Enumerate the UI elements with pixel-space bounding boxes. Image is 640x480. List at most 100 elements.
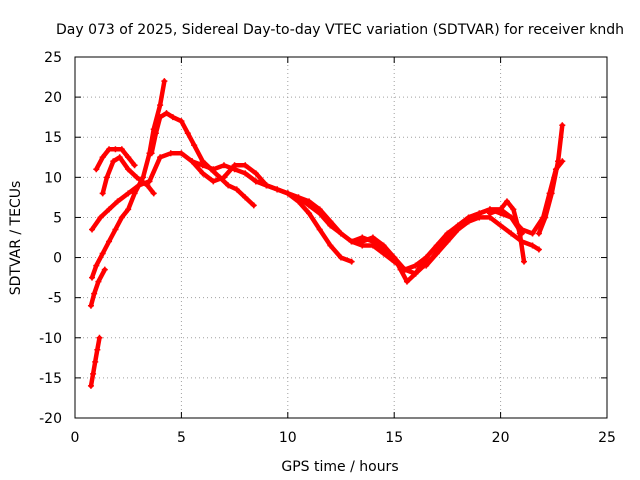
data-point-marker [131, 162, 138, 169]
y-tick-label: 15 [44, 130, 62, 146]
data-point-marker [403, 278, 410, 285]
series-arc-8 [189, 158, 270, 189]
data-point-marker [133, 174, 140, 181]
x-tick-label: 0 [71, 430, 80, 446]
data-point-marker [316, 226, 323, 233]
data-point-marker [535, 246, 542, 253]
data-point-marker [148, 150, 155, 157]
data-point-marker [397, 266, 404, 273]
data-point-marker [163, 110, 170, 117]
series-arc-9 [252, 178, 355, 265]
data-point-marker [157, 154, 164, 161]
data-point-marker [189, 158, 196, 165]
data-point-marker [465, 218, 472, 225]
data-point-marker [101, 266, 108, 273]
x-tick-label: 20 [492, 430, 510, 446]
data-point-marker [199, 170, 206, 177]
series-arc-12 [423, 214, 542, 269]
data-point-marker [242, 162, 249, 169]
series-line-arc-9 [253, 179, 354, 264]
data-point-marker [106, 146, 113, 153]
data-point-marker [125, 166, 132, 173]
series-arc-14 [535, 122, 566, 237]
y-tick-label: -15 [39, 371, 62, 387]
data-point-marker [110, 158, 117, 165]
data-point-marker [208, 166, 215, 173]
data-point-marker [220, 162, 227, 169]
y-tick-label: 0 [53, 251, 62, 267]
data-point-marker [391, 254, 398, 261]
y-tick-labels: -20 -15 -10 -5 0 5 10 15 20 25 [39, 50, 62, 427]
data-point-marker [146, 178, 153, 185]
data-point-marker [125, 154, 132, 161]
data-point-marker [359, 234, 366, 241]
data-point-marker [433, 250, 440, 257]
series-arc-6 [99, 154, 157, 197]
data-point-marker [548, 190, 555, 197]
data-point-marker [233, 186, 240, 193]
series-layer [87, 78, 566, 389]
data-point-marker [178, 118, 185, 125]
y-tick-label: -10 [39, 331, 62, 347]
data-point-marker [423, 254, 430, 261]
y-tick-label: 25 [44, 50, 62, 66]
y-tick-label: 10 [44, 170, 62, 186]
x-tick-label: 5 [177, 430, 186, 446]
series-line-arc-6 [100, 155, 156, 196]
data-point-marker [184, 130, 191, 137]
data-point-marker [93, 262, 100, 269]
x-tick-label: 10 [279, 430, 297, 446]
data-point-marker [348, 258, 355, 265]
data-point-marker [116, 154, 123, 161]
data-point-marker [306, 198, 313, 205]
series-arc-13 [486, 198, 528, 265]
data-point-marker [497, 222, 504, 229]
series-line-arc-8 [189, 159, 269, 188]
data-point-marker [231, 162, 238, 169]
data-point-marker [157, 102, 164, 109]
data-point-marker [444, 238, 451, 245]
data-point-marker [191, 142, 198, 149]
data-point-marker [135, 182, 142, 189]
data-point-marker [242, 194, 249, 201]
data-point-marker [178, 150, 185, 157]
data-point-marker [486, 210, 493, 217]
data-point-marker [284, 190, 291, 197]
data-point-marker [106, 238, 113, 245]
data-point-marker [369, 238, 376, 245]
series-arc-7 [148, 110, 257, 209]
data-point-marker [99, 250, 106, 257]
data-point-marker [306, 210, 313, 217]
data-point-marker [112, 226, 119, 233]
data-point-marker [476, 214, 483, 221]
data-point-marker [252, 170, 259, 177]
x-tick-label: 15 [385, 430, 403, 446]
axis-ticks [74, 56, 608, 419]
data-point-marker [521, 258, 528, 265]
data-point-marker [210, 178, 217, 185]
data-point-marker [169, 114, 176, 121]
data-point-marker [161, 78, 168, 85]
data-point-marker [87, 382, 94, 389]
data-point-marker [112, 146, 119, 153]
data-point-marker [295, 194, 302, 201]
data-point-marker [118, 214, 125, 221]
data-point-marker [250, 202, 257, 209]
data-point-marker [90, 370, 97, 377]
y-axis-label: SDTVAR / TECUs [8, 181, 24, 296]
data-point-marker [89, 226, 96, 233]
data-point-marker [157, 114, 164, 121]
data-point-marker [99, 190, 106, 197]
data-point-marker [125, 190, 132, 197]
plot-frame [74, 56, 608, 419]
data-point-marker [327, 218, 334, 225]
data-point-marker [96, 334, 103, 341]
data-point-marker [529, 242, 536, 249]
data-point-marker [555, 158, 562, 165]
data-point-marker [87, 302, 94, 309]
data-point-marker [103, 174, 110, 181]
data-point-marker [252, 178, 259, 185]
data-point-marker [542, 214, 549, 221]
chart-title: Day 073 of 2025, Sidereal Day-to-day VTE… [56, 22, 624, 38]
